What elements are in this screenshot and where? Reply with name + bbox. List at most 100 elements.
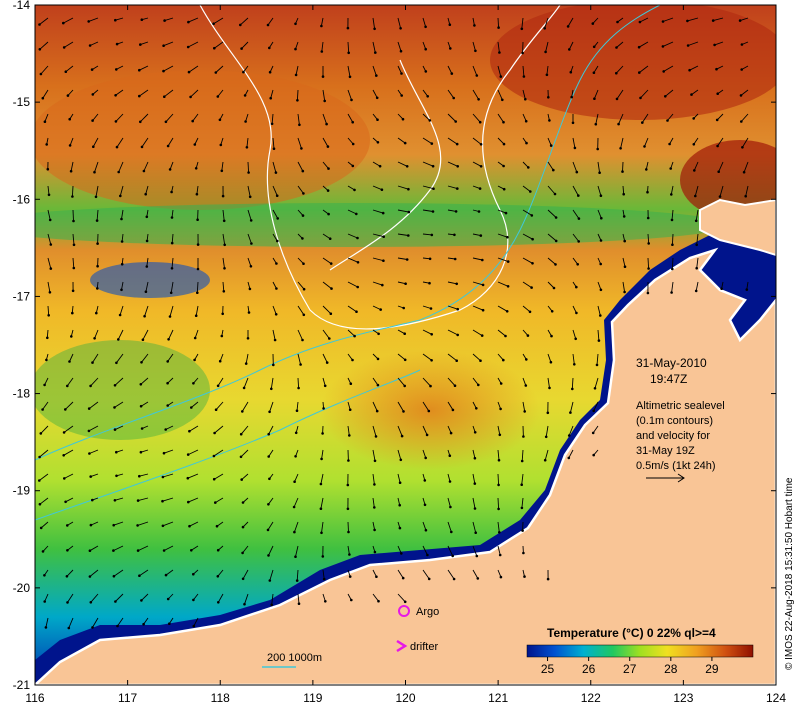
velocity-arrow [145, 185, 149, 195]
velocity-arrow [447, 185, 458, 190]
velocity-arrow-head [573, 363, 576, 366]
velocity-arrow [213, 473, 224, 480]
velocity-arrow [113, 521, 124, 526]
velocity-arrow [717, 137, 724, 147]
velocity-arrow [72, 257, 75, 269]
velocity-arrow [141, 137, 149, 148]
velocity-arrow [320, 473, 324, 485]
velocity-arrow [268, 545, 274, 556]
velocity-arrow-head [249, 219, 253, 222]
velocity-arrow-head [62, 46, 66, 49]
velocity-arrow [422, 545, 428, 556]
velocity-arrow-head [161, 499, 164, 503]
velocity-arrow-head [320, 531, 323, 535]
velocity-arrow-head [139, 450, 143, 454]
velocity-arrow-head [740, 120, 743, 123]
argo-marker-icon [398, 605, 410, 617]
velocity-arrow-head [250, 242, 253, 245]
velocity-arrow-head [400, 94, 404, 97]
velocity-arrow [618, 113, 624, 125]
velocity-arrow-head [377, 599, 380, 603]
velocity-arrow [447, 161, 458, 167]
velocity-arrow-head [244, 362, 248, 365]
velocity-arrow-head [329, 312, 333, 316]
velocity-arrow [47, 305, 50, 316]
velocity-arrow [322, 113, 328, 125]
velocity-arrow [191, 545, 199, 551]
velocity-arrow-head [268, 46, 271, 50]
velocity-arrow [188, 17, 199, 23]
velocity-arrow-head [321, 555, 325, 558]
velocity-arrow [143, 161, 149, 172]
velocity-arrow-head [594, 122, 598, 126]
velocity-arrow [297, 161, 304, 172]
velocity-arrow-head [647, 267, 650, 270]
colorbar-tick-label: 29 [705, 662, 719, 676]
velocity-arrow-head [523, 575, 526, 578]
velocity-arrow-head [376, 383, 380, 387]
velocity-arrow-head [91, 93, 95, 96]
velocity-arrow-head [506, 260, 510, 263]
green-west [35, 340, 210, 440]
velocity-arrow-head [294, 431, 298, 435]
velocity-arrow-head [545, 73, 549, 77]
velocity-arrow-head [161, 475, 165, 479]
velocity-arrow-head [49, 243, 53, 246]
velocity-arrow-head [623, 290, 626, 294]
velocity-arrow [662, 17, 674, 22]
velocity-arrow [347, 89, 352, 101]
velocity-arrow-head [374, 435, 378, 438]
velocity-arrow-head [373, 550, 377, 554]
velocity-arrow [72, 233, 75, 245]
velocity-arrow [247, 209, 252, 221]
velocity-arrow-head [193, 336, 197, 340]
velocity-arrow [271, 593, 274, 605]
velocity-arrow-head [502, 164, 505, 168]
velocity-arrow-head [348, 553, 351, 556]
velocity-arrow-head [196, 291, 199, 295]
velocity-arrow-head [523, 410, 526, 413]
velocity-arrow-head [577, 240, 580, 243]
velocity-arrow [167, 353, 174, 362]
velocity-arrow-head [692, 117, 695, 120]
velocity-arrow-head [401, 117, 405, 121]
velocity-arrow-head [375, 96, 379, 100]
velocity-arrow-head [114, 600, 117, 603]
velocity-arrow [592, 425, 599, 434]
velocity-arrow-head [93, 337, 96, 340]
velocity-arrow-head [455, 282, 459, 286]
velocity-arrow-head [216, 548, 220, 552]
velocity-arrow-head [576, 263, 579, 266]
velocity-arrow [217, 569, 224, 577]
velocity-arrow [472, 281, 484, 286]
velocity-arrow [140, 377, 149, 385]
velocity-arrow [547, 353, 552, 363]
velocity-arrow-head [450, 72, 454, 75]
velocity-arrow-head [266, 528, 270, 532]
velocity-arrow-head [398, 526, 402, 530]
velocity-arrow [372, 233, 384, 238]
velocity-arrow-head [554, 263, 557, 266]
velocity-arrow-head [241, 525, 245, 529]
velocity-arrow [187, 473, 199, 479]
velocity-arrow-head [481, 308, 485, 312]
velocity-arrow [164, 89, 174, 98]
velocity-arrow-head [355, 310, 358, 314]
lon-tick-label: 120 [395, 691, 415, 705]
velocity-arrow-head [402, 410, 405, 413]
velocity-arrow-head [554, 239, 558, 243]
hot-patch-east [680, 140, 776, 220]
velocity-arrow-head [114, 94, 117, 97]
velocity-arrow [572, 233, 580, 242]
velocity-arrow [472, 521, 477, 533]
velocity-arrow-head [356, 261, 360, 264]
velocity-arrow-head [141, 338, 145, 342]
velocity-arrow-head [223, 243, 226, 247]
velocity-arrow-head [45, 143, 48, 146]
velocity-arrow-head [615, 97, 619, 101]
velocity-arrow-head [43, 600, 46, 603]
velocity-arrow [188, 449, 199, 456]
velocity-arrow [321, 41, 324, 52]
velocity-arrow-head [376, 357, 380, 361]
velocity-arrow-head [186, 476, 190, 480]
